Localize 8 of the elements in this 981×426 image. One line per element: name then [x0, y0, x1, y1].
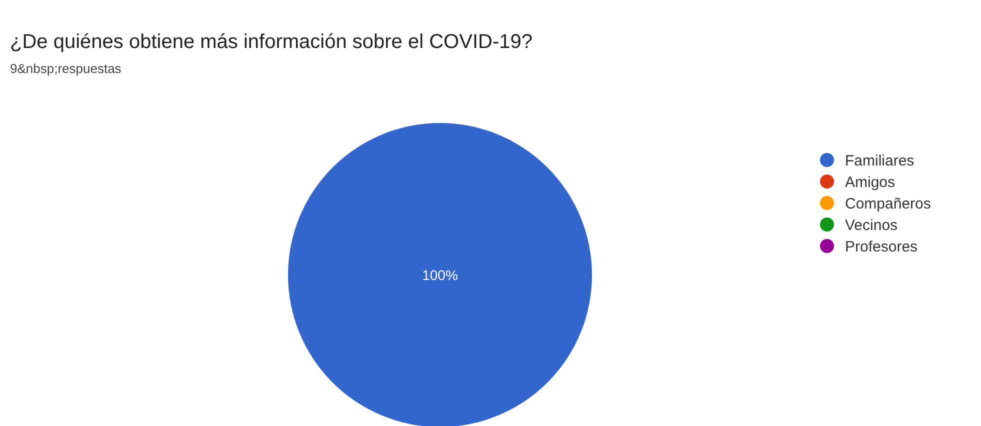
legend-label: Vecinos [845, 216, 898, 234]
legend-label: Profesores [845, 238, 918, 256]
text: 9&nbsp;respuestas [10, 61, 122, 76]
legend-label: Amigos [845, 174, 896, 191]
legend-label: Familiares [845, 152, 914, 170]
data-label: 100% [422, 266, 458, 283]
chart-title: ¿De quiénes obtiene más información sobre el COVID-19? [10, 31, 532, 53]
legend-label: Compañeros [845, 195, 931, 212]
